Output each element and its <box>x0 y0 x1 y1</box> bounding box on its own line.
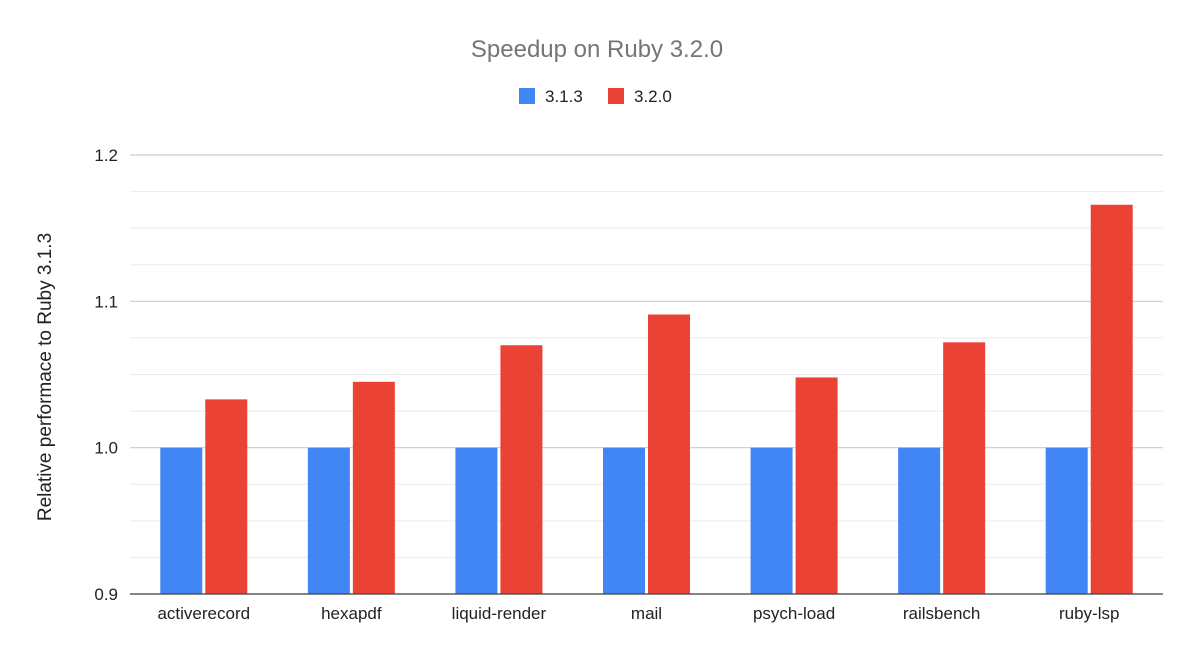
bar-3-1-3-psych-load <box>750 447 793 594</box>
bar-3-1-3-railsbench <box>898 447 941 594</box>
x-tick-label: liquid-render <box>452 604 547 623</box>
y-tick-label: 1.1 <box>94 292 118 311</box>
y-tick-label: 1.2 <box>94 146 118 165</box>
bar-3-1-3-mail <box>603 447 645 594</box>
legend-label-series-2: 3.2.0 <box>634 87 672 106</box>
bar-3-2-0-mail <box>648 314 690 594</box>
bar-3-2-0-hexapdf <box>352 381 395 594</box>
legend-label-series-1: 3.1.3 <box>545 87 583 106</box>
bar-3-1-3-ruby-lsp <box>1045 447 1088 594</box>
bar-3-2-0-psych-load <box>795 377 838 594</box>
legend: 3.1.3 3.2.0 <box>519 87 672 106</box>
bar-3-2-0-liquid-render <box>500 345 543 594</box>
chart-title: Speedup on Ruby 3.2.0 <box>471 36 723 63</box>
y-tick-label: 0.9 <box>94 585 118 604</box>
legend-swatch-series-2 <box>608 88 624 104</box>
x-tick-label: activerecord <box>157 604 250 623</box>
gridlines <box>130 154 1163 595</box>
x-tick-label: railsbench <box>903 604 981 623</box>
y-axis-title: Relative performace to Ruby 3.1.3 <box>35 233 56 521</box>
bar-3-1-3-liquid-render <box>455 447 498 594</box>
bar-3-1-3-hexapdf <box>307 447 350 594</box>
y-axis-ticks: 0.9 1.0 1.1 1.2 <box>94 146 118 604</box>
bars <box>130 204 1163 595</box>
bar-3-2-0-railsbench <box>943 342 986 594</box>
x-tick-label: ruby-lsp <box>1059 604 1119 623</box>
x-tick-label: mail <box>631 604 662 623</box>
y-tick-label: 1.0 <box>94 439 118 458</box>
x-tick-label: hexapdf <box>321 604 382 623</box>
bar-3-2-0-ruby-lsp <box>1090 204 1133 594</box>
legend-swatch-series-1 <box>519 88 535 104</box>
x-tick-label: psych-load <box>753 604 835 623</box>
bar-3-1-3-activerecord <box>160 447 203 594</box>
bar-3-2-0-activerecord <box>205 399 248 594</box>
x-axis-categories: activerecord hexapdf liquid-render mail psyc… <box>157 604 1119 623</box>
